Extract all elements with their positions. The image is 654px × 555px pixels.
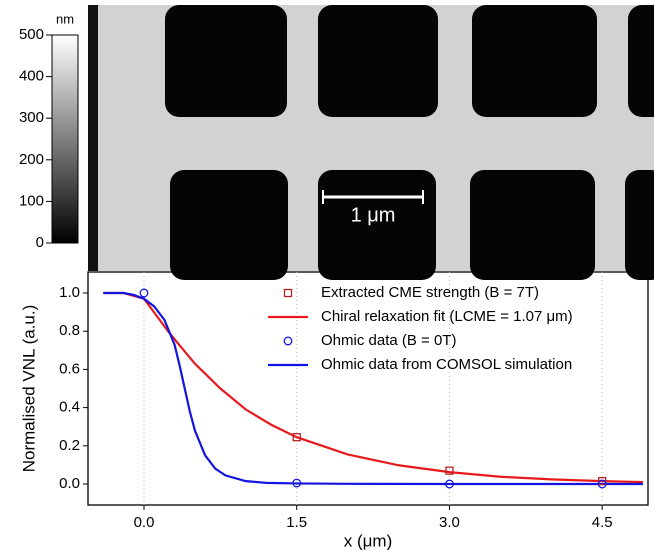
data-point (445, 479, 454, 489)
x-tick-label: 1.5 (286, 514, 307, 531)
y-tick-label: 0.2 (59, 437, 80, 454)
colorbar-tick-label: 500 (19, 26, 44, 43)
colorbar: nm (51, 11, 79, 244)
legend-label: Ohmic data from COMSOL simulation (321, 356, 572, 373)
x-axis-label: x (μm) (344, 531, 393, 550)
y-tick-label: 0.6 (59, 360, 80, 377)
legend-label: Chiral relaxation fit (LCME = 1.07 μm) (321, 308, 573, 325)
data-point (445, 466, 454, 475)
data-point (598, 476, 607, 486)
afm-image: 1 μm (88, 5, 654, 280)
colorbar-tick-label: 400 (19, 68, 44, 85)
legend-swatch (283, 288, 293, 298)
data-point (139, 288, 149, 298)
y-tick-label: 0.4 (59, 399, 80, 416)
colorbar-tick-label: 100 (19, 192, 44, 209)
colorbar-tick-label: 300 (19, 109, 44, 126)
colorbar-tick-label: 200 (19, 151, 44, 168)
legend-label: Extracted CME strength (B = 7T) (321, 284, 539, 301)
x-tick-label: 3.0 (439, 514, 460, 531)
series-line (103, 291, 643, 484)
data-point (292, 433, 301, 442)
y-tick-label: 0.0 (59, 475, 80, 492)
data-point (597, 479, 607, 489)
y-tick-label: 0.8 (59, 322, 80, 339)
y-axis-label: Normalised VNL (a.u.) (19, 305, 38, 473)
x-tick-label: 0.0 (134, 514, 155, 531)
x-tick-label: 4.5 (592, 514, 613, 531)
plot-frame (87, 271, 649, 506)
y-tick-label: 1.0 (59, 284, 80, 301)
colorbar-unit: nm (56, 11, 74, 26)
colorbar-tick-label: 0 (36, 234, 44, 251)
legend-label: Ohmic data (B = 0T) (321, 332, 456, 349)
scale-bar-label: 1 μm (351, 204, 396, 226)
data-point (292, 478, 302, 488)
series-line (103, 291, 643, 486)
legend-swatch (283, 336, 293, 346)
